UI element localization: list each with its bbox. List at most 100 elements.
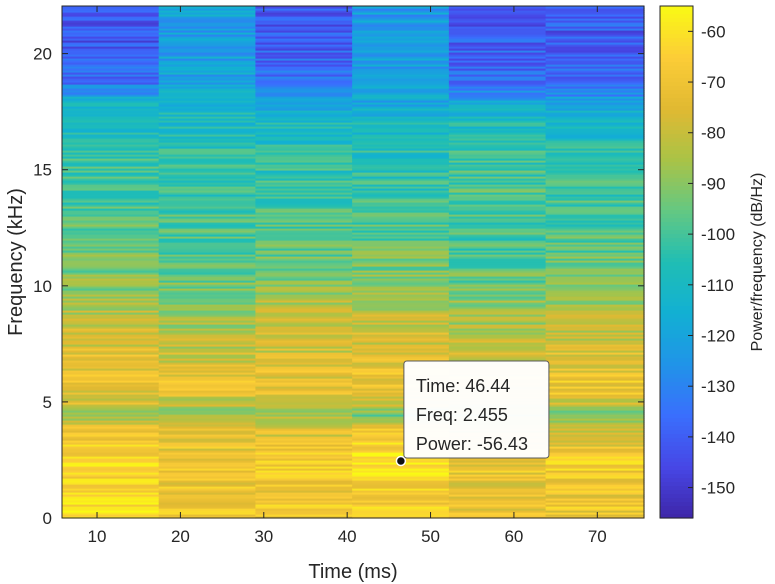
spectrogram-cell xyxy=(352,468,450,471)
spectrogram-cell xyxy=(448,310,547,313)
colorbar-tick-label: -110 xyxy=(701,276,734,295)
spectrogram-cell xyxy=(255,508,353,511)
spectrogram-cell xyxy=(158,44,257,47)
spectrogram-cell xyxy=(352,242,450,245)
colorbar-segment xyxy=(660,74,693,79)
spectrogram-cell xyxy=(62,214,160,217)
spectrogram-cell xyxy=(62,88,160,91)
spectrogram-cell xyxy=(62,414,160,417)
colorbar-segment xyxy=(660,94,693,99)
spectrogram-cell xyxy=(62,250,160,253)
spectrogram-cell xyxy=(448,190,547,193)
spectrogram-cell xyxy=(545,158,645,161)
spectrogram-cell xyxy=(158,24,257,27)
spectrogram-cell xyxy=(448,158,547,161)
spectrogram-cell xyxy=(255,314,353,317)
spectrogram-cell xyxy=(352,32,450,35)
spectrogram-cell xyxy=(158,412,257,415)
spectrogram-cell xyxy=(158,278,257,281)
spectrogram-cell xyxy=(158,220,257,223)
spectrogram-cell xyxy=(255,82,353,85)
spectrogram-cell xyxy=(545,266,645,269)
spectrogram-cell xyxy=(448,330,547,333)
spectrogram-cell xyxy=(158,158,257,161)
spectrogram-cell xyxy=(448,138,547,141)
spectrogram-cell xyxy=(158,184,257,187)
spectrogram-cell xyxy=(62,170,160,173)
spectrogram-cell xyxy=(255,146,353,149)
colorbar-segment xyxy=(660,474,693,479)
colorbar-segment xyxy=(660,498,693,503)
spectrogram-cell xyxy=(352,120,450,123)
spectrogram-cell xyxy=(62,230,160,233)
spectrogram-cell xyxy=(255,276,353,279)
spectrogram-cell xyxy=(62,114,160,117)
spectrogram-cell xyxy=(62,140,160,143)
spectrogram-cell xyxy=(352,254,450,257)
spectrogram-cell xyxy=(62,504,160,507)
spectrogram-cell xyxy=(448,334,547,337)
spectrogram-cell xyxy=(352,376,450,379)
spectrogram-cell xyxy=(352,420,450,423)
spectrogram-cell xyxy=(545,476,645,479)
spectrogram-cell xyxy=(158,76,257,79)
spectrogram-cell xyxy=(352,344,450,347)
spectrogram-cell xyxy=(255,256,353,259)
spectrogram-cell xyxy=(545,96,645,99)
spectrogram-cell xyxy=(255,494,353,497)
spectrogram-cell xyxy=(158,482,257,485)
spectrogram-cell xyxy=(352,90,450,93)
spectrogram-cell xyxy=(352,452,450,455)
spectrogram-cell xyxy=(62,86,160,89)
spectrogram-cell xyxy=(255,264,353,267)
time-segment xyxy=(545,6,645,519)
spectrogram-cell xyxy=(352,66,450,69)
spectrogram-cell xyxy=(255,440,353,443)
spectrogram-cell xyxy=(62,364,160,367)
colorbar-segment xyxy=(660,142,693,147)
spectrogram-cell xyxy=(545,460,645,463)
spectrogram-cell xyxy=(62,144,160,147)
spectrogram-cell xyxy=(62,378,160,381)
spectrogram-cell xyxy=(545,138,645,141)
spectrogram-cell xyxy=(352,280,450,283)
colorbar-segment xyxy=(660,218,693,223)
spectrogram-cell xyxy=(545,102,645,105)
spectrogram-cell xyxy=(545,496,645,499)
spectrogram-cell xyxy=(352,496,450,499)
colorbar-segment xyxy=(660,486,693,491)
spectrogram-cell xyxy=(62,312,160,315)
spectrogram-cell xyxy=(158,116,257,119)
spectrogram-cell xyxy=(352,432,450,435)
spectrogram-cell xyxy=(352,132,450,135)
spectrogram-cell xyxy=(255,72,353,75)
colorbar-segment xyxy=(660,198,693,203)
spectrogram-cell xyxy=(62,48,160,51)
spectrogram-cell xyxy=(352,258,450,261)
spectrogram-cell xyxy=(352,300,450,303)
datatip-box[interactable] xyxy=(403,360,550,459)
spectrogram-cell xyxy=(62,424,160,427)
spectrogram-cell xyxy=(545,366,645,369)
datatip-marker[interactable] xyxy=(395,455,407,467)
spectrogram-cell xyxy=(352,408,450,411)
colorbar-segment xyxy=(660,38,693,43)
spectrogram-cell xyxy=(158,250,257,253)
spectrogram-cell xyxy=(352,444,450,447)
spectrogram-cell xyxy=(448,140,547,143)
spectrogram-cell xyxy=(158,122,257,125)
spectrogram-cell xyxy=(158,178,257,181)
spectrogram-cell xyxy=(545,118,645,121)
spectrogram-cell xyxy=(352,338,450,341)
spectrogram-cell xyxy=(62,124,160,127)
datatip[interactable]: Time: 46.44 Freq: 2.455 Power: -56.43 xyxy=(395,360,550,467)
spectrogram-cell xyxy=(62,402,160,405)
spectrogram-cell xyxy=(255,270,353,273)
spectrogram-cell xyxy=(352,424,450,427)
spectrogram-cell xyxy=(158,372,257,375)
colorbar-segment xyxy=(660,210,693,215)
spectrogram-cell xyxy=(255,488,353,491)
spectrogram-cell xyxy=(352,208,450,211)
colorbar-segment xyxy=(660,62,693,67)
